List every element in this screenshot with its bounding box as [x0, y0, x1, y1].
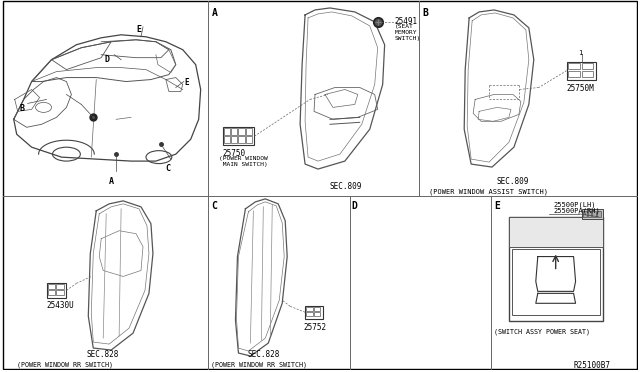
Bar	[56, 291, 64, 295]
Text: E: E	[494, 201, 500, 211]
Bar	[305, 306, 323, 319]
Bar	[582, 71, 593, 77]
Bar	[223, 136, 230, 143]
Bar	[566, 62, 596, 80]
Text: MAIN SWITCH): MAIN SWITCH)	[219, 162, 268, 167]
Text: D: D	[104, 55, 109, 64]
Bar	[598, 211, 602, 217]
Bar	[568, 71, 580, 77]
Bar	[246, 128, 252, 135]
Bar	[588, 211, 591, 217]
Bar	[56, 285, 64, 289]
Text: C: C	[166, 164, 171, 173]
Text: B: B	[422, 8, 428, 18]
Bar	[306, 307, 312, 311]
Text: (POWER WINDOW: (POWER WINDOW	[219, 156, 268, 161]
Text: SEC.828: SEC.828	[248, 350, 280, 359]
Text: B: B	[20, 105, 25, 113]
Text: E: E	[185, 78, 189, 87]
Bar	[231, 136, 237, 143]
Bar	[47, 283, 67, 298]
Text: 25500PA(RH): 25500PA(RH)	[554, 208, 600, 214]
Text: R25100B7: R25100B7	[573, 361, 611, 370]
Text: 25491: 25491	[395, 17, 418, 26]
Text: 1: 1	[579, 50, 583, 56]
Text: E: E	[136, 25, 141, 34]
Bar	[47, 285, 55, 289]
Text: SEC.828: SEC.828	[86, 350, 118, 359]
Bar	[314, 307, 321, 311]
Text: A: A	[109, 177, 114, 186]
Text: 25500P(LH): 25500P(LH)	[554, 202, 596, 208]
Text: MEMORY: MEMORY	[395, 30, 417, 35]
Bar	[568, 62, 580, 69]
Bar	[231, 128, 237, 135]
Text: SWITCH): SWITCH)	[395, 36, 421, 41]
Bar	[47, 291, 55, 295]
Text: A: A	[212, 8, 218, 18]
Text: 25430U: 25430U	[47, 301, 74, 310]
Bar	[582, 211, 586, 217]
Bar	[306, 312, 312, 316]
Text: 25752: 25752	[303, 323, 326, 332]
Bar	[593, 211, 596, 217]
Text: D: D	[352, 201, 358, 211]
Bar	[509, 217, 604, 247]
Text: (SWITCH ASSY POWER SEAT): (SWITCH ASSY POWER SEAT)	[494, 328, 590, 335]
Bar	[239, 128, 245, 135]
Text: (SEAT: (SEAT	[395, 24, 413, 29]
Text: (POWER WINDOW ASSIST SWITCH): (POWER WINDOW ASSIST SWITCH)	[429, 189, 548, 195]
Bar	[582, 62, 593, 69]
Text: (POWER WINDOW RR SWITCH): (POWER WINDOW RR SWITCH)	[211, 362, 307, 369]
Text: 25750M: 25750M	[566, 84, 595, 93]
Text: (POWER WINDOW RR SWITCH): (POWER WINDOW RR SWITCH)	[17, 362, 113, 369]
Bar	[582, 209, 604, 219]
Bar	[314, 312, 321, 316]
Bar	[512, 248, 600, 315]
Text: 25750: 25750	[223, 149, 246, 158]
Bar	[223, 127, 254, 145]
Bar	[246, 136, 252, 143]
Text: C: C	[212, 201, 218, 211]
Text: SEC.809: SEC.809	[330, 182, 362, 191]
Bar	[509, 217, 604, 321]
Bar	[239, 136, 245, 143]
Bar	[223, 128, 230, 135]
Text: SEC.809: SEC.809	[496, 177, 529, 186]
